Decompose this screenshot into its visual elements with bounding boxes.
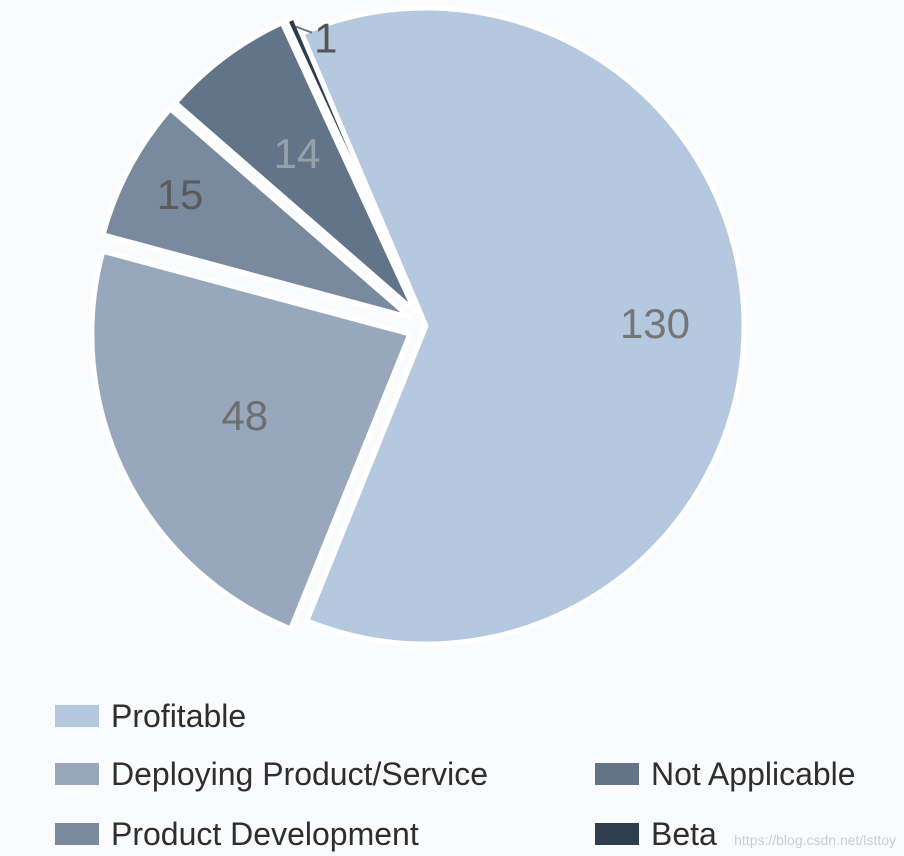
pie-chart-svg: 130 48 15 14 1 [89,5,747,647]
pie-label-profitable: 130 [620,300,690,347]
legend-swatch-deploying [55,763,99,785]
legend-label-product-development: Product Development [111,815,419,852]
legend-item-deploying: Deploying Product/Service [55,754,488,794]
legend-label-beta: Beta [651,815,717,852]
legend-label-deploying: Deploying Product/Service [111,755,489,792]
legend-item-product-development: Product Development [55,814,419,854]
pie-chart: 130 48 15 14 1 [89,5,747,647]
legend-swatch-profitable [55,705,99,727]
legend-swatch-beta [595,823,639,845]
pie-leader-line-beta [295,25,313,34]
legend-item-beta: Beta [595,814,717,854]
pie-slice-product-development [100,106,413,321]
legend: Profitable Deploying Product/Service Not… [55,690,904,856]
pie-label-product-development: 15 [157,171,204,218]
pie-slice-deploying-product-service [89,248,413,632]
pie-slice-profitable [299,5,747,647]
legend-swatch-product-development [55,823,99,845]
watermark: https://blog.csdn.net/lsttoy [734,832,896,848]
legend-label-profitable: Profitable [111,697,247,734]
pie-label-deploying-product-service: 48 [221,392,268,439]
pie-label-beta: 1 [314,15,337,62]
legend-swatch-not-applicable [595,763,639,785]
legend-item-profitable: Profitable [55,696,246,736]
pie-slice-beta [283,14,422,313]
pie-slice-not-applicable [172,20,418,315]
legend-item-not-applicable: Not Applicable [595,754,856,794]
legend-label-not-applicable: Not Applicable [651,755,856,792]
pie-label-not-applicable: 14 [274,130,321,177]
